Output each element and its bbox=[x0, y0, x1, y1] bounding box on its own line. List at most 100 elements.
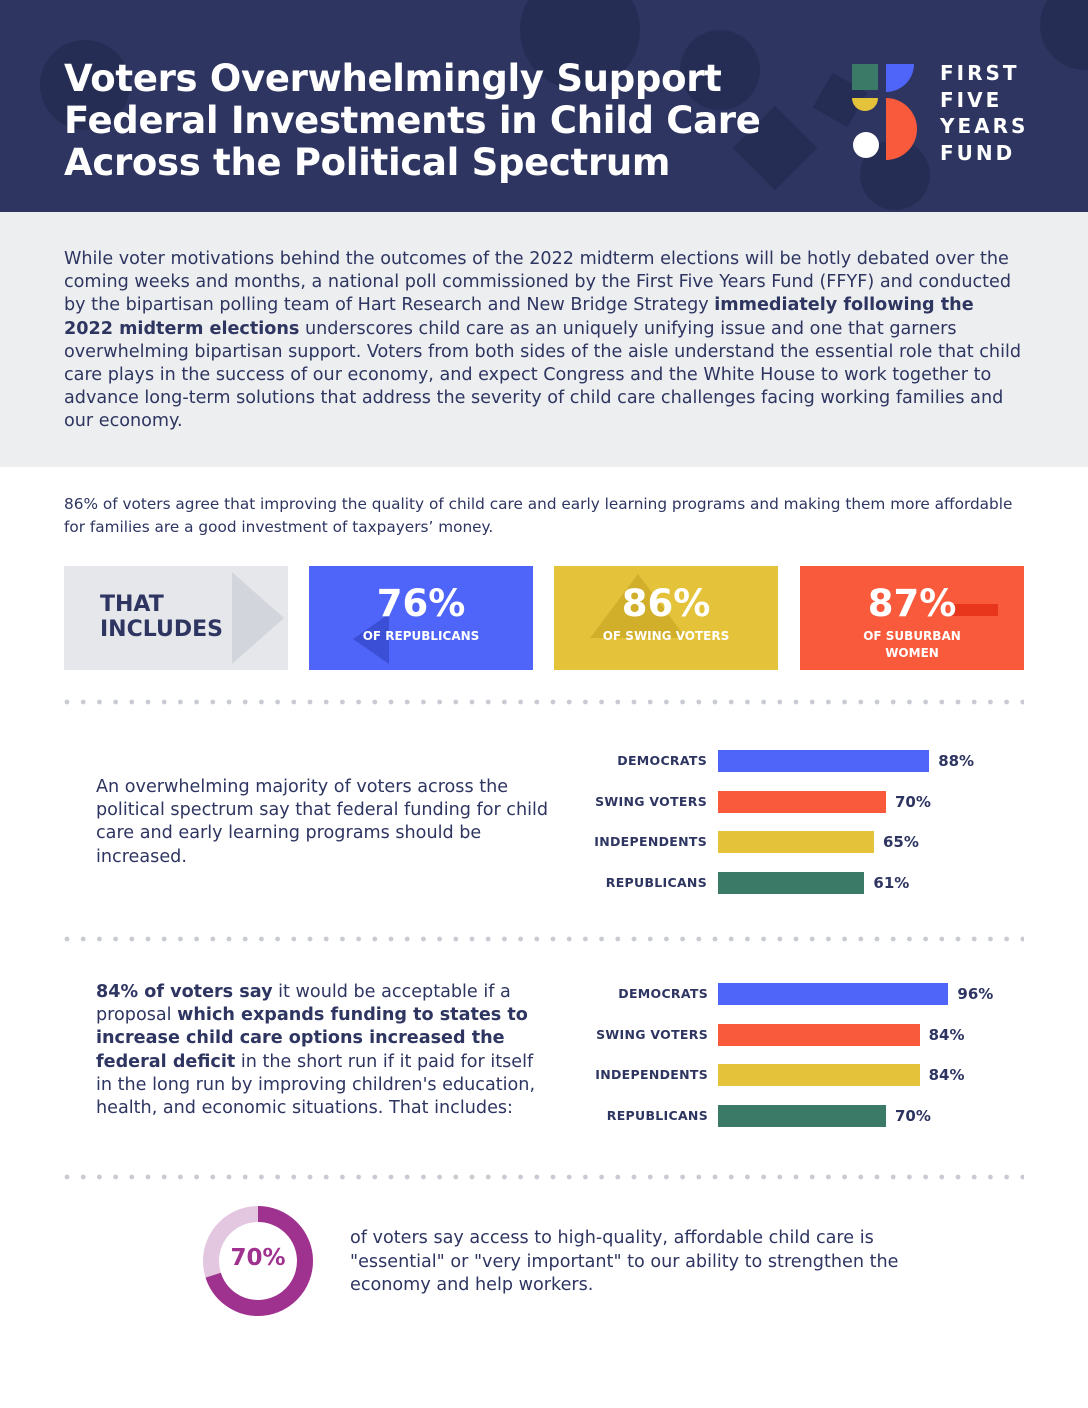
bar-category-label: INDEPENDENTS bbox=[595, 1067, 708, 1082]
divider-dot bbox=[469, 699, 475, 705]
divider-dot bbox=[291, 699, 297, 705]
dotted-divider bbox=[64, 699, 1024, 705]
divider-dot bbox=[534, 936, 540, 942]
divider-dot bbox=[194, 1174, 200, 1180]
divider-dot bbox=[907, 1174, 912, 1180]
divider-dot bbox=[745, 936, 750, 942]
divider-dot bbox=[793, 936, 799, 942]
divider-dot bbox=[761, 1174, 766, 1180]
divider-dot bbox=[502, 936, 507, 942]
arrow-right-icon bbox=[232, 572, 284, 664]
stat-box-suburban-women: 87% OF SUBURBAN WOMEN bbox=[800, 566, 1024, 670]
divider-dot bbox=[858, 936, 864, 942]
divider-dot bbox=[518, 1174, 523, 1180]
stat-box-republicans: 76% OF REPUBLICANS bbox=[309, 566, 533, 670]
bar-value-label: 96% bbox=[957, 985, 994, 1003]
divider-dot bbox=[647, 699, 653, 705]
divider-dot bbox=[194, 936, 200, 942]
logo-line: FIVE bbox=[940, 87, 1003, 112]
divider-dot bbox=[145, 1174, 151, 1180]
divider-dot bbox=[97, 1174, 102, 1180]
divider-dot bbox=[323, 936, 329, 942]
donut-chart bbox=[203, 1206, 313, 1316]
divider-dot bbox=[631, 699, 637, 705]
divider-dot bbox=[890, 699, 896, 705]
divider-dot bbox=[64, 1174, 70, 1180]
divider-dot bbox=[971, 936, 977, 942]
bar-value-label: 88% bbox=[938, 752, 975, 770]
divider-dot bbox=[890, 1174, 896, 1180]
divider-dot bbox=[323, 699, 329, 705]
divider-dot bbox=[923, 1174, 928, 1180]
divider-dot bbox=[210, 1174, 216, 1180]
divider-dot bbox=[664, 699, 669, 705]
divider-dot bbox=[566, 936, 572, 942]
divider-dot bbox=[583, 936, 588, 942]
section2-text: 84% of voters say it would be acceptable… bbox=[96, 981, 536, 1120]
divider-dot bbox=[955, 1174, 961, 1180]
divider-dot bbox=[421, 1174, 426, 1180]
divider-dot bbox=[340, 699, 345, 705]
divider-dot bbox=[161, 699, 167, 705]
divider-dot bbox=[275, 1174, 280, 1180]
divider-dot bbox=[842, 936, 847, 942]
intro-panel: While voter motivations behind the outco… bbox=[0, 212, 1088, 467]
divider-dot bbox=[842, 1174, 847, 1180]
divider-dot bbox=[858, 699, 864, 705]
divider-dot bbox=[404, 936, 410, 942]
divider-dot bbox=[453, 936, 459, 942]
intro-text: While voter motivations behind the outco… bbox=[64, 249, 1012, 316]
divider-dot bbox=[696, 1174, 702, 1180]
bar bbox=[718, 871, 865, 894]
divider-dot bbox=[453, 1174, 459, 1180]
divider-dot bbox=[696, 936, 702, 942]
divider-dot bbox=[178, 699, 183, 705]
divider-dot bbox=[680, 1174, 685, 1180]
divider-dot bbox=[728, 1174, 734, 1180]
divider-dot bbox=[664, 1174, 669, 1180]
stat-value: 76% bbox=[376, 582, 466, 625]
divider-dot bbox=[421, 936, 426, 942]
logo-line: YEARS bbox=[940, 114, 1029, 138]
divider-dot bbox=[485, 1174, 491, 1180]
divider-dot bbox=[145, 936, 151, 942]
divider-dot bbox=[566, 1174, 572, 1180]
divider-dot bbox=[485, 699, 491, 705]
divider-dot bbox=[453, 699, 459, 705]
divider-dot bbox=[80, 1174, 86, 1180]
stat-value: 87% bbox=[867, 582, 957, 625]
divider-dot bbox=[712, 1174, 718, 1180]
bar bbox=[718, 831, 874, 853]
divider-dot bbox=[777, 936, 783, 942]
divider-dot bbox=[809, 936, 815, 942]
divider-dot bbox=[323, 1174, 329, 1180]
divider-dot bbox=[113, 699, 118, 705]
divider-dot bbox=[129, 936, 135, 942]
divider-dot bbox=[923, 699, 928, 705]
divider-dot bbox=[777, 699, 783, 705]
divider-dot bbox=[566, 699, 572, 705]
divider-dot bbox=[599, 1174, 604, 1180]
divider-dot bbox=[129, 699, 135, 705]
logo-line: FIRST bbox=[940, 61, 1020, 85]
divider-dot bbox=[874, 936, 880, 942]
decorative-shape bbox=[40, 40, 130, 130]
divider-dot bbox=[291, 936, 297, 942]
divider-dot bbox=[1004, 936, 1009, 942]
divider-dot bbox=[388, 936, 394, 942]
divider-dot bbox=[988, 699, 993, 705]
divider-dot bbox=[388, 1174, 394, 1180]
label-line: THAT bbox=[100, 592, 164, 617]
divider-dot bbox=[210, 936, 216, 942]
divider-dot bbox=[242, 699, 248, 705]
divider-dot bbox=[80, 936, 86, 942]
bar bbox=[718, 750, 930, 772]
donut-center-label: 70% bbox=[230, 1245, 286, 1271]
divider-dot bbox=[988, 936, 993, 942]
divider-dot bbox=[647, 1174, 653, 1180]
label-line: OF SUBURBAN bbox=[863, 629, 961, 643]
divider-dot bbox=[421, 699, 426, 705]
bar-category-label: DEMOCRATS bbox=[617, 753, 707, 768]
divider-dot bbox=[939, 699, 945, 705]
bold-text: which expands funding to states to incre… bbox=[96, 1005, 528, 1072]
